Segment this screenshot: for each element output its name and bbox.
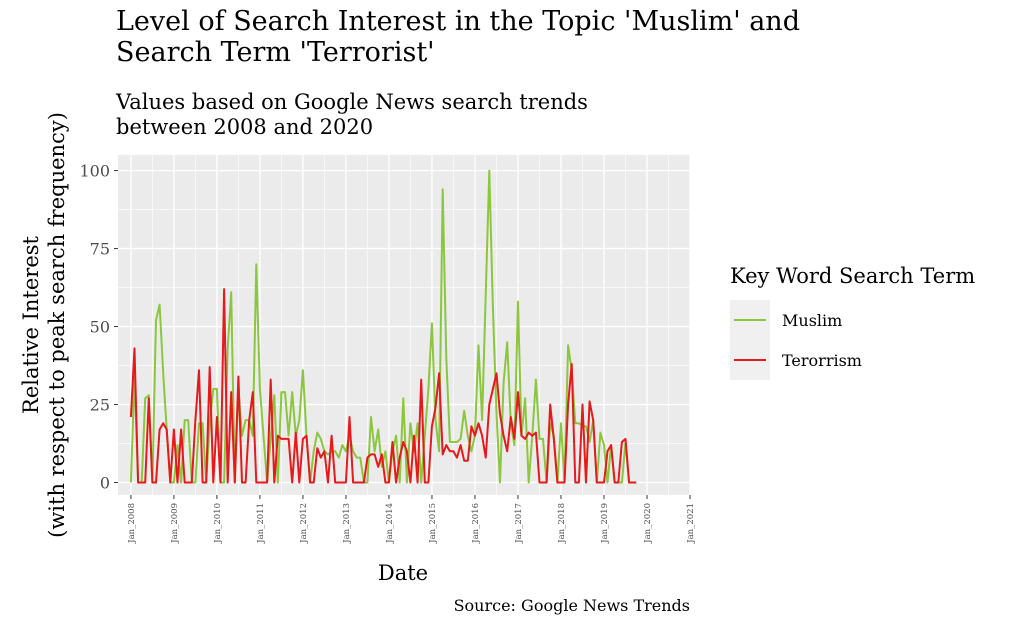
- y-tick-label: 100: [79, 162, 110, 181]
- x-tick-label: Jan_2014: [385, 503, 395, 544]
- chart-title: Level of Search Interest in the Topic 'M…: [116, 6, 836, 68]
- x-tick-label: Jan_2015: [428, 503, 438, 544]
- x-tick-label: Jan_2008: [127, 503, 137, 544]
- x-tick-label: Jan_2018: [557, 503, 567, 544]
- y-axis-label: Relative Interest (with respect to peak …: [19, 112, 69, 538]
- x-tick-label: Jan_2020: [643, 503, 653, 544]
- legend-key-terorrism: [730, 340, 770, 380]
- x-tick-label: Jan_2012: [299, 503, 309, 544]
- chart-title-line: Level of Search Interest in the Topic 'M…: [116, 6, 800, 37]
- x-tick-label: Jan_2011: [256, 503, 266, 544]
- x-tick-label: Jan_2013: [342, 503, 352, 544]
- x-tick-label: Jan_2010: [213, 503, 223, 544]
- source-caption: Source: Google News Trends: [453, 596, 690, 615]
- y-tick-label: 0: [100, 474, 110, 493]
- x-tick-label: Jan_2017: [514, 503, 524, 544]
- chart-subtitle-line: Values based on Google News search trend…: [116, 90, 588, 114]
- chart-subtitle: Values based on Google News search trend…: [116, 90, 716, 140]
- x-tick-label: Jan_2009: [170, 503, 180, 544]
- y-tick-label: 25: [90, 396, 110, 415]
- y-axis-label-line: (with respect to peak search frequency): [45, 112, 69, 538]
- x-tick-label: Jan_2016: [471, 503, 481, 544]
- legend-title: Key Word Search Term: [730, 264, 976, 288]
- x-axis-label: Date: [378, 561, 428, 585]
- legend-label-terorrism: Terorrism: [782, 350, 862, 370]
- y-tick-label: 75: [90, 240, 110, 259]
- series-line-terorrism: [129, 288, 637, 484]
- y-tick-label: 50: [90, 318, 110, 337]
- legend-item-terorrism: Terorrism: [730, 340, 975, 380]
- chart-title-line: Search Term 'Terrorist': [116, 37, 435, 68]
- x-tick-label: Jan_2021: [686, 503, 696, 544]
- legend: Key Word Search Term Muslim Terorrism: [730, 264, 975, 380]
- legend-item-muslim: Muslim: [730, 300, 975, 340]
- chart-subtitle-line: between 2008 and 2020: [116, 115, 374, 139]
- legend-label-muslim: Muslim: [782, 310, 843, 330]
- x-tick-label: Jan_2019: [600, 503, 610, 544]
- legend-key-muslim: [730, 300, 770, 340]
- y-axis-label-line: Relative Interest: [19, 235, 43, 414]
